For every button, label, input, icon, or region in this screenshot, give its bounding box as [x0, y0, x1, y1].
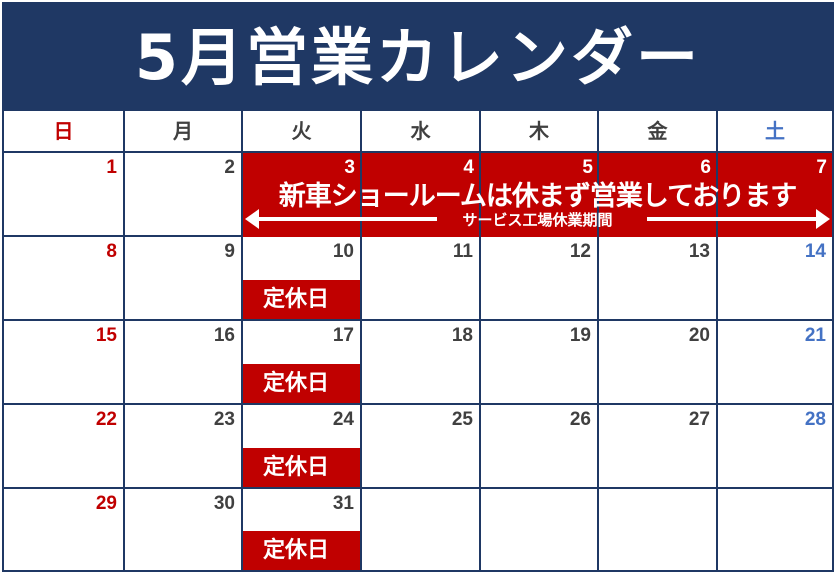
- day-cell: 11: [362, 237, 481, 321]
- day-number: 6: [700, 157, 711, 178]
- arrow-right-icon: [816, 209, 830, 229]
- day-cell: [481, 489, 599, 570]
- event-banner: 3 4 5 6 7 新車ショールームは休まず営業しております サービス工場休業期…: [243, 153, 832, 237]
- day-cell: 15: [4, 321, 125, 405]
- day-number: 27: [688, 409, 710, 430]
- weekday-thu: 木: [481, 111, 599, 153]
- day-cell: 21: [718, 321, 832, 405]
- day-cell: 24 定休日: [243, 405, 362, 489]
- day-cell: 29: [4, 489, 125, 570]
- arrow-left-icon: [245, 209, 259, 229]
- day-number: 30: [213, 493, 235, 514]
- calendar-grid: 日 月 火 水 木 金 土 1 2 3 4 5 6 7 新車ショールームは休まず…: [4, 111, 832, 570]
- weekday-tue: 火: [243, 111, 362, 153]
- divider: [597, 153, 599, 237]
- event-message: 新車ショールームは休まず営業しております: [278, 181, 798, 212]
- day-cell: 16: [125, 321, 243, 405]
- divider: [716, 153, 718, 237]
- day-number: 3: [344, 157, 355, 178]
- closed-day-label: 定休日: [243, 448, 360, 487]
- day-cell: 12: [481, 237, 599, 321]
- day-cell: 13: [599, 237, 718, 321]
- divider: [479, 153, 481, 237]
- arrow-line: [647, 217, 817, 221]
- day-number: 29: [95, 493, 117, 514]
- day-cell: 17 定休日: [243, 321, 362, 405]
- day-cell: 30: [125, 489, 243, 570]
- weekday-fri: 金: [599, 111, 718, 153]
- day-cell: 1: [4, 153, 125, 237]
- day-cell: 14: [718, 237, 832, 321]
- day-number: 26: [569, 409, 591, 430]
- weekday-sat: 土: [718, 111, 832, 153]
- closed-day-label: 定休日: [243, 280, 360, 319]
- weekday-sun: 日: [4, 111, 125, 153]
- day-number: 13: [688, 241, 710, 262]
- day-number: 11: [452, 241, 473, 262]
- day-cell: 23: [125, 405, 243, 489]
- day-cell: [362, 489, 481, 570]
- day-cell: 25: [362, 405, 481, 489]
- weekday-mon: 月: [125, 111, 243, 153]
- day-cell: 22: [4, 405, 125, 489]
- page-title: 5月営業カレンダー: [4, 4, 832, 111]
- day-number: 9: [224, 241, 235, 262]
- weekday-wed: 水: [362, 111, 481, 153]
- day-number: 7: [816, 157, 827, 178]
- day-number: 8: [106, 241, 117, 262]
- day-number: 1: [106, 157, 117, 178]
- day-cell: [718, 489, 832, 570]
- day-number: 14: [804, 241, 826, 262]
- day-number: 10: [332, 241, 354, 262]
- day-cell: 26: [481, 405, 599, 489]
- day-cell: 2: [125, 153, 243, 237]
- day-number: 23: [213, 409, 235, 430]
- divider: [360, 153, 362, 237]
- day-number: 4: [463, 157, 474, 178]
- day-number: 12: [569, 241, 591, 262]
- day-number: 17: [332, 325, 354, 346]
- day-number: 24: [332, 409, 354, 430]
- day-cell: 9: [125, 237, 243, 321]
- day-number: 16: [213, 325, 235, 346]
- day-cell: 31 定休日: [243, 489, 362, 570]
- day-number: 22: [95, 409, 117, 430]
- day-cell: 10 定休日: [243, 237, 362, 321]
- day-cell: 19: [481, 321, 599, 405]
- day-cell: 20: [599, 321, 718, 405]
- closed-day-label: 定休日: [243, 531, 360, 570]
- service-note: サービス工場休業期間: [462, 211, 613, 229]
- arrow-line: [257, 217, 437, 221]
- day-number: 31: [332, 493, 354, 514]
- day-cell: 8: [4, 237, 125, 321]
- day-number: 25: [451, 409, 473, 430]
- day-cell: 27: [599, 405, 718, 489]
- day-number: 2: [224, 157, 235, 178]
- day-number: 20: [688, 325, 710, 346]
- day-number: 19: [569, 325, 591, 346]
- day-cell: [599, 489, 718, 570]
- day-number: 28: [804, 409, 826, 430]
- day-number: 21: [804, 325, 826, 346]
- day-number: 5: [582, 157, 593, 178]
- day-number: 18: [451, 325, 473, 346]
- day-cell: 28: [718, 405, 832, 489]
- day-cell: 18: [362, 321, 481, 405]
- closed-day-label: 定休日: [243, 364, 360, 403]
- day-number: 15: [95, 325, 117, 346]
